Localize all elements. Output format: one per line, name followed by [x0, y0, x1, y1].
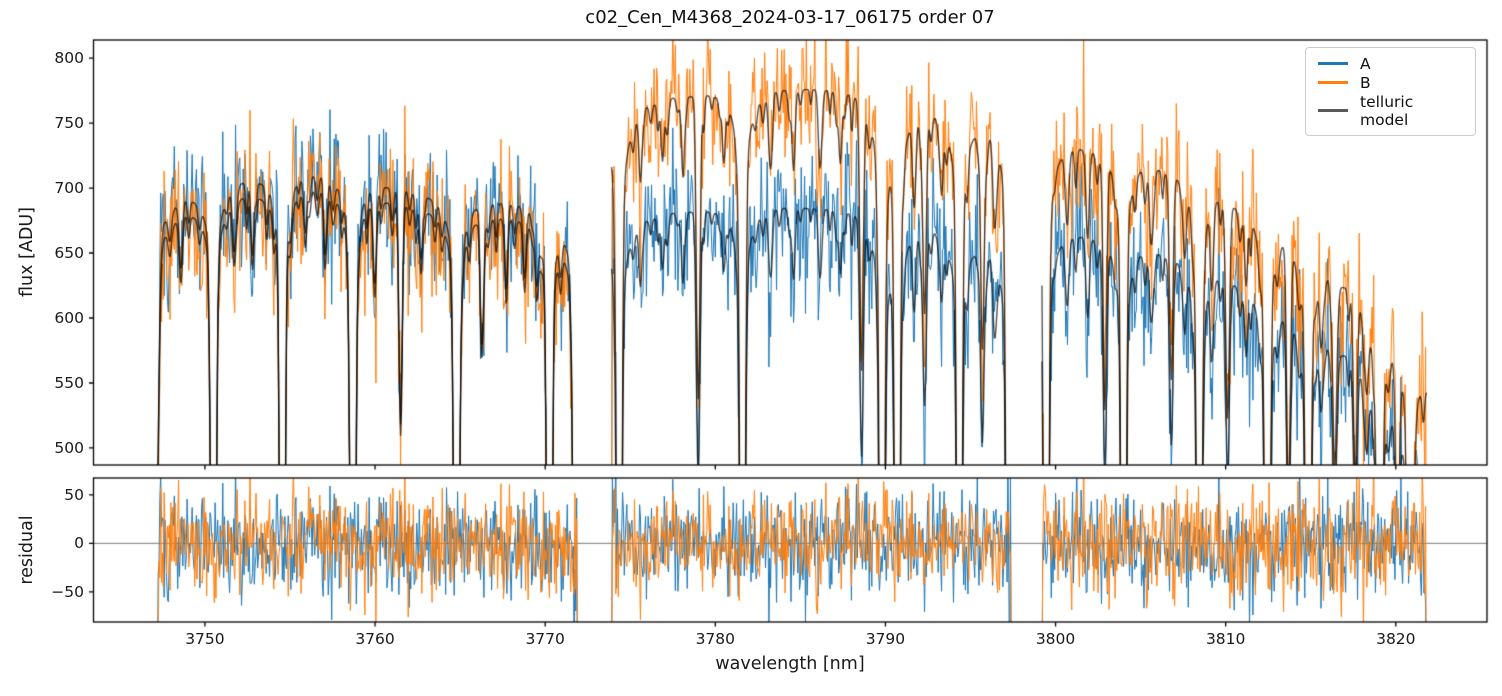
- x-tick-label: 3810: [1205, 630, 1246, 648]
- legend-line-b-icon: [1318, 81, 1348, 84]
- y-tick-label: 0: [74, 534, 84, 553]
- y-tick-label: −50: [51, 582, 84, 601]
- y-tick-label: 500: [54, 438, 84, 457]
- legend-line-telluric-icon: [1318, 109, 1348, 112]
- x-tick-label: 3760: [355, 630, 395, 648]
- legend-label-telluric: telluric model: [1360, 92, 1414, 129]
- x-tick-label: 3770: [525, 630, 565, 648]
- x-tick-label: 3790: [865, 630, 906, 648]
- y-tick-label: 700: [54, 179, 84, 198]
- x-tick-label: 3820: [1376, 630, 1416, 648]
- chart-title: c02_Cen_M4368_2024-03-17_06175 order 07: [585, 7, 995, 28]
- legend-line-a-icon: [1318, 62, 1348, 65]
- x-tick-label: 3800: [1035, 630, 1076, 648]
- legend-item-telluric-model: telluric model: [1318, 93, 1463, 129]
- legend: A B telluric model: [1305, 47, 1476, 136]
- legend-item-a: A: [1318, 55, 1463, 73]
- x-axis-label: wavelength [nm]: [715, 654, 865, 674]
- y-tick-label: 650: [54, 244, 84, 263]
- legend-label-b: B: [1360, 73, 1371, 92]
- y-tick-label: 550: [54, 373, 84, 392]
- legend-item-b: B: [1318, 74, 1463, 92]
- x-tick-label: 3750: [185, 630, 225, 648]
- y-tick-label: 600: [54, 309, 84, 327]
- y-tick-label: 800: [54, 49, 84, 68]
- y-tick-label: 50: [64, 485, 84, 504]
- legend-label-a: A: [1360, 54, 1371, 73]
- y-tick-label: 750: [54, 114, 84, 133]
- x-tick-label: 3780: [695, 630, 736, 648]
